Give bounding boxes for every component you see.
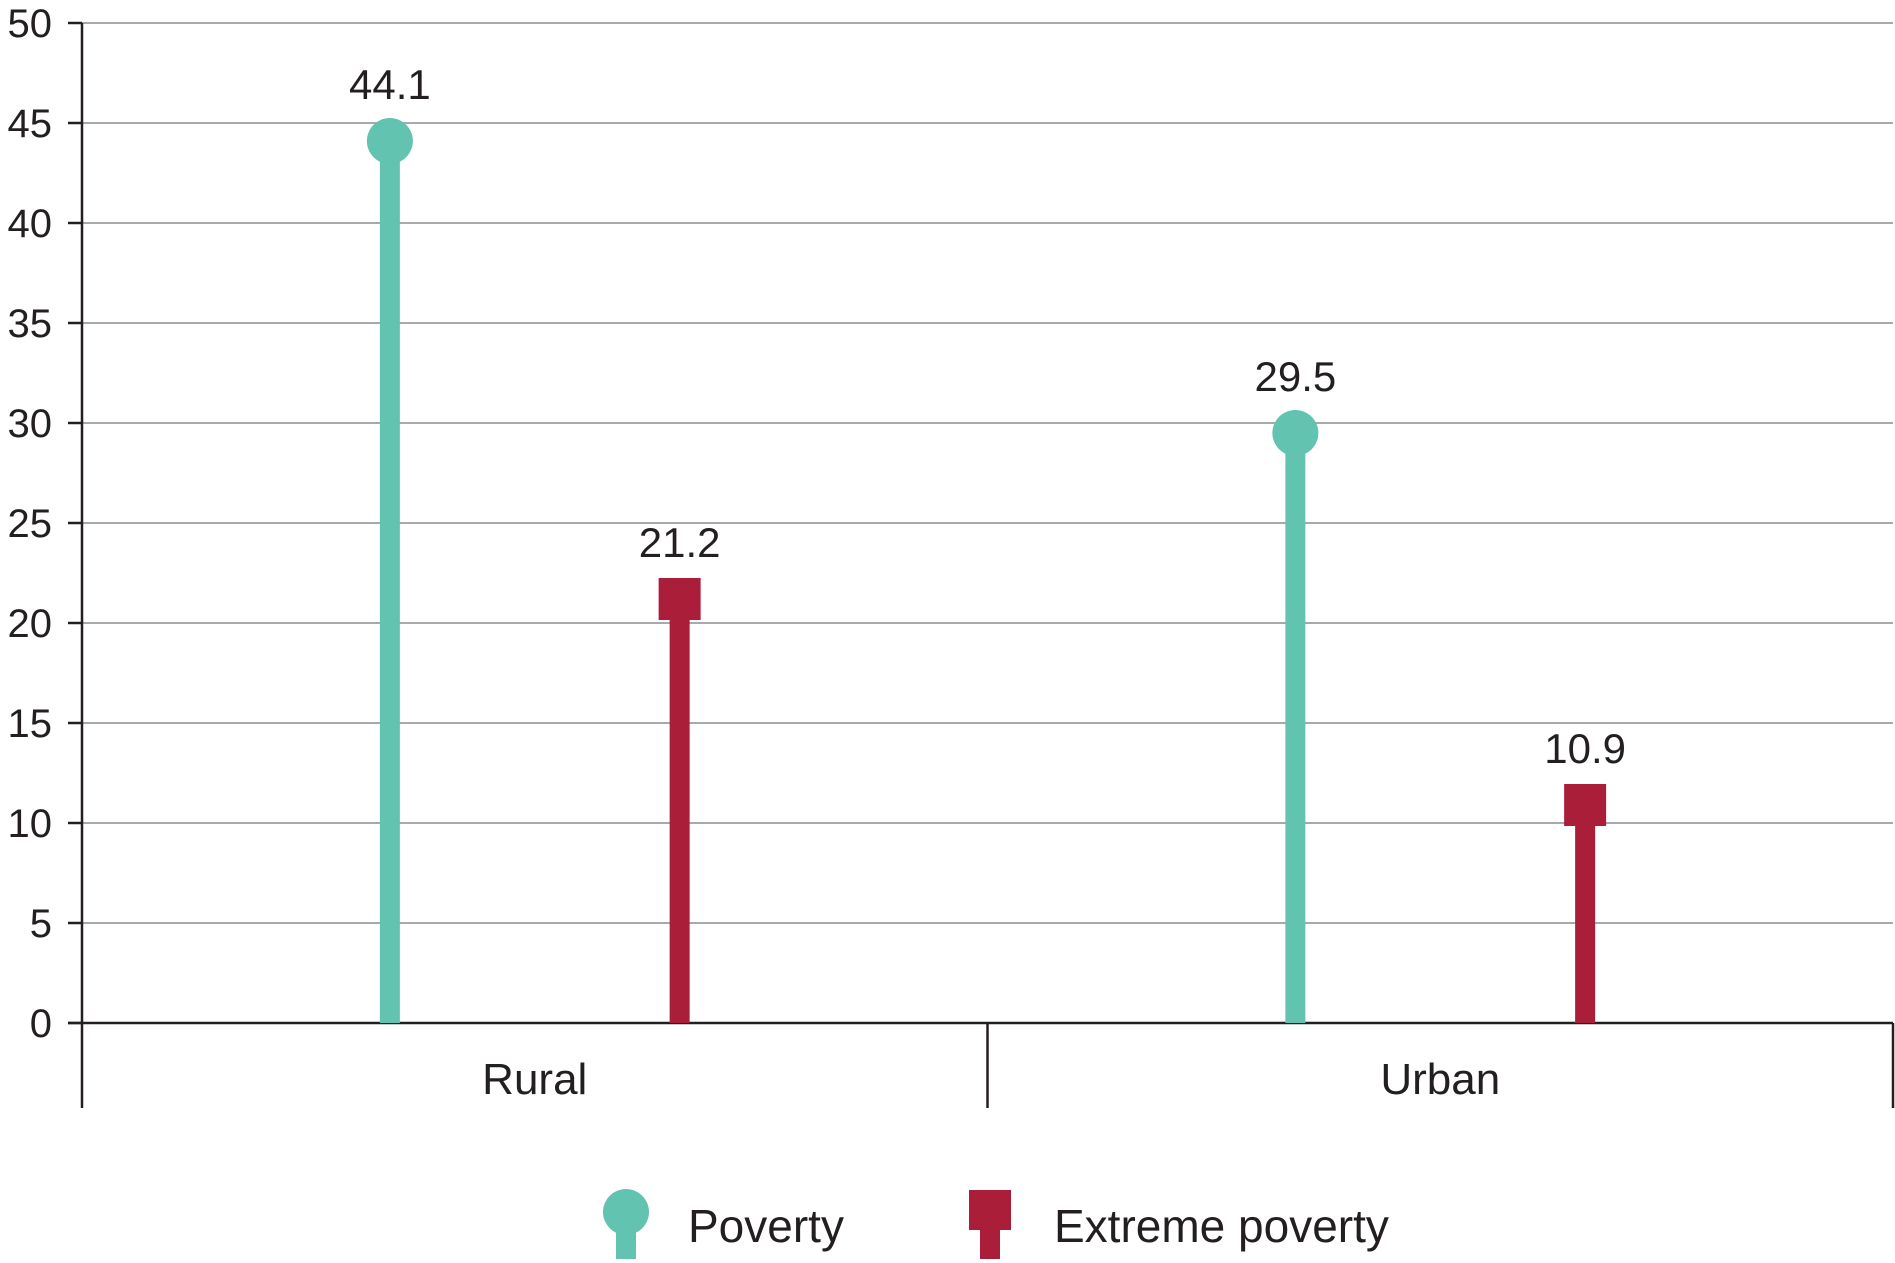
- legend-label: Poverty: [688, 1200, 844, 1252]
- poverty-marker: [366, 118, 413, 164]
- y-tick-labels: 0 5 10 15 20 25 30 35 40 45 50: [8, 2, 53, 1046]
- y-tick-label: 20: [8, 602, 53, 646]
- legend-label: Extreme poverty: [1054, 1200, 1389, 1252]
- legend-extreme-poverty-icon: [969, 1190, 1011, 1230]
- data-label: 10.9: [1544, 725, 1626, 772]
- category-labels: Rural Urban: [482, 1055, 1500, 1104]
- poverty-stem: [379, 141, 400, 1023]
- data-label: 29.5: [1254, 353, 1336, 400]
- gridlines: [82, 22, 1893, 924]
- legend: Poverty Extreme poverty: [603, 1189, 1389, 1259]
- category-label: Urban: [1380, 1055, 1500, 1104]
- poverty-stem: [1285, 433, 1306, 1023]
- data-marks: [366, 118, 1607, 1023]
- extreme-poverty-stem: [1575, 805, 1596, 1023]
- extreme-poverty-marker: [658, 578, 701, 620]
- category-label: Rural: [482, 1055, 587, 1104]
- y-tick-label: 40: [8, 202, 53, 246]
- data-label: 44.1: [349, 61, 431, 108]
- axes: [68, 21, 1895, 1108]
- y-tick-label: 50: [8, 2, 53, 46]
- y-tick-label: 25: [8, 502, 53, 546]
- poverty-marker: [1272, 410, 1319, 456]
- extreme-poverty-stem: [669, 599, 690, 1023]
- legend-extreme-poverty-icon-stem: [980, 1222, 1000, 1259]
- data-labels: 44.1 29.5 21.2 10.9: [349, 61, 1626, 772]
- y-tick-label: 35: [8, 302, 53, 346]
- legend-poverty-icon: [603, 1189, 649, 1235]
- data-label: 21.2: [639, 519, 721, 566]
- y-tick-label: 45: [8, 102, 53, 146]
- extreme-poverty-marker: [1564, 784, 1607, 826]
- y-tick-label: 5: [30, 902, 52, 946]
- y-tick-label: 15: [8, 702, 53, 746]
- y-tick-label: 0: [30, 1002, 52, 1046]
- y-tick-label: 30: [8, 402, 53, 446]
- y-tick-label: 10: [8, 802, 53, 846]
